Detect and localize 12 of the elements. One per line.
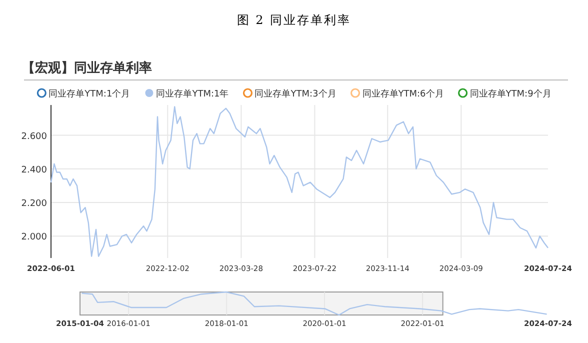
- line-series: [50, 106, 549, 257]
- y-tick-label: 2.600: [21, 132, 48, 142]
- chart-subtitle: 【宏观】同业存单利率: [22, 60, 152, 76]
- legend-label: 同业存单YTM:6个月: [362, 88, 444, 100]
- chart-title: 图 2 同业存单利率: [236, 13, 352, 27]
- legend-label: 同业存单YTM:1年: [156, 88, 229, 100]
- legend-label: 同业存单YTM:3个月: [254, 88, 336, 100]
- y-tick-label: 2.400: [21, 165, 48, 176]
- legend-label: 同业存单YTM:9个月: [470, 88, 552, 100]
- y-tick-label: 2.000: [21, 232, 48, 243]
- legend-label: 同业存单YTM:1个月: [48, 88, 130, 100]
- y-tick-label: 2.200: [21, 199, 48, 210]
